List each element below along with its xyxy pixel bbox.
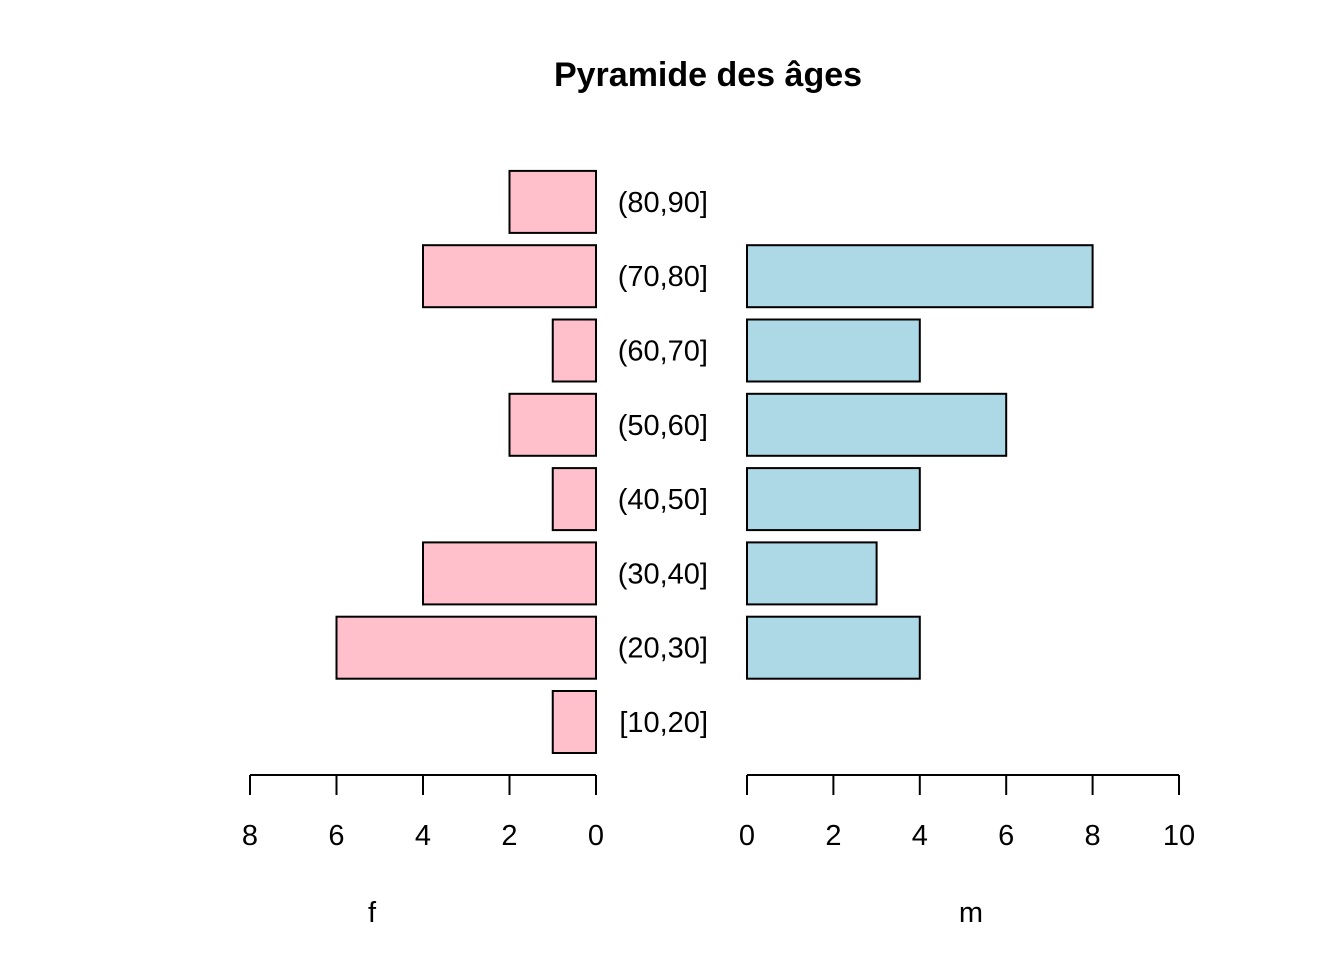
female-bars	[335, 169, 597, 754]
male-bar	[746, 541, 878, 606]
male-axis-label: m	[959, 897, 983, 929]
female-tick-label: 8	[242, 820, 258, 852]
female-tick-label: 0	[588, 820, 604, 852]
category-label: (20,30]	[618, 633, 708, 665]
female-bar	[422, 244, 597, 309]
male-tick-label: 2	[825, 820, 841, 852]
female-tick-label: 6	[328, 820, 344, 852]
male-tick-label: 8	[1085, 820, 1101, 852]
male-bar	[746, 467, 921, 532]
female-bar	[551, 690, 597, 754]
male-bars	[746, 244, 1094, 680]
category-label: (50,60]	[618, 410, 708, 442]
category-label: (30,40]	[618, 558, 708, 590]
female-bar	[551, 467, 597, 532]
male-bar	[746, 615, 921, 680]
female-bar	[508, 392, 597, 457]
male-bar	[746, 392, 1008, 457]
female-tick-label: 2	[501, 820, 517, 852]
male-bar	[746, 244, 1094, 309]
female-tick-label: 4	[415, 820, 431, 852]
category-label: (70,80]	[618, 261, 708, 293]
female-axis-label: f	[368, 897, 377, 929]
category-label: (40,50]	[618, 484, 708, 516]
male-tick-label: 4	[912, 820, 928, 852]
female-bar	[422, 541, 597, 606]
male-tick-label: 6	[998, 820, 1014, 852]
female-axis: 8 6 4 2 0	[242, 774, 604, 852]
female-bar	[551, 318, 597, 383]
category-labels: [10,20] (20,30] (30,40] (40,50] (50,60] (60,7…	[618, 187, 708, 739]
female-bar	[508, 169, 597, 234]
male-axis: 0 2 4 6 8 10	[739, 774, 1195, 852]
category-label: (80,90]	[618, 187, 708, 219]
male-tick-label: 0	[739, 820, 755, 852]
male-tick-label: 10	[1163, 820, 1195, 852]
male-bar	[746, 318, 921, 383]
female-bar	[335, 615, 597, 680]
category-label: [10,20]	[619, 707, 708, 739]
category-label: (60,70]	[618, 336, 708, 368]
chart-title: Pyramide des âges	[554, 56, 862, 94]
